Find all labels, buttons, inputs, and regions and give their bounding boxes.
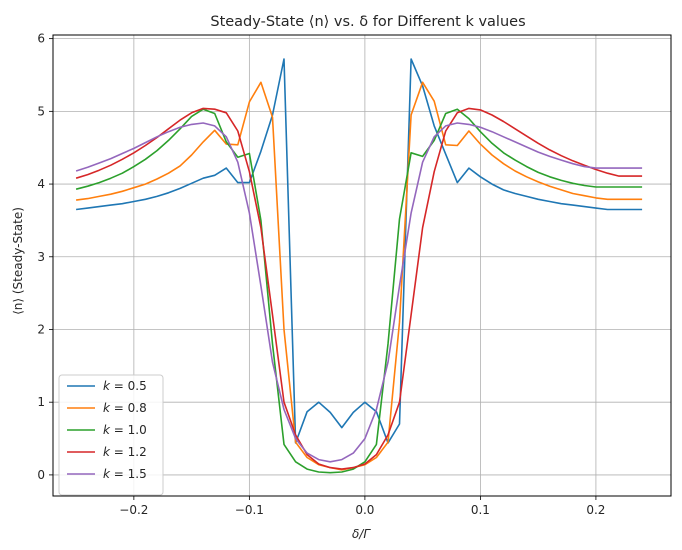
- series-line-k-1.5: [75, 122, 643, 463]
- y-axis-label: ⟨n⟩ (Steady-State): [11, 207, 25, 315]
- series-line-k-1.2: [75, 107, 643, 470]
- x-axis-label: δ/Γ: [352, 527, 371, 541]
- plot-frame: [52, 34, 672, 497]
- legend-entry-label: k = 0.5: [103, 379, 147, 393]
- x-tick-label: 0.0: [355, 503, 374, 517]
- y-tick-label: 2: [37, 322, 45, 336]
- x-tick-label: 0.2: [586, 503, 605, 517]
- y-tick-label: 4: [37, 177, 45, 191]
- y-tick-label: 5: [37, 104, 45, 118]
- x-tick-label: −0.1: [235, 503, 264, 517]
- x-tick-label: 0.1: [471, 503, 490, 517]
- legend-entry-label: k = 0.8: [103, 401, 147, 415]
- series-line-k-0.5: [76, 58, 643, 444]
- legend: k = 0.5 k = 0.8 k = 1.0 k = 1.2 k = 1.5: [58, 374, 164, 496]
- y-tick-label: 6: [37, 32, 45, 46]
- legend-entry-label: k = 1.0: [103, 423, 147, 437]
- series-group: [75, 58, 643, 474]
- legend-box: [58, 374, 164, 496]
- y-tick-label: 1: [37, 395, 45, 409]
- legend-entry-label: k = 1.5: [103, 467, 147, 481]
- y-tick-label: 3: [37, 250, 45, 264]
- x-tick-label: −0.2: [119, 503, 148, 517]
- y-axis-ticks: 0 1 2 3 4 5 6: [37, 32, 53, 482]
- x-axis-ticks: −0.2 −0.1 0.0 0.1 0.2: [119, 496, 605, 517]
- chart-title: Steady-State ⟨n⟩ vs. δ for Different k v…: [210, 14, 525, 30]
- y-tick-label: 0: [37, 468, 45, 482]
- legend-entry-label: k = 1.2: [103, 445, 147, 459]
